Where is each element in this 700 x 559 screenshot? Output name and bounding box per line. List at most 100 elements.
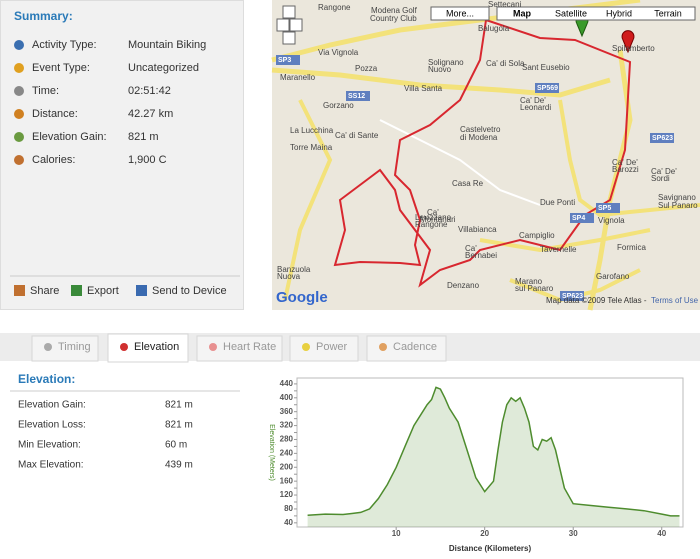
icon: [14, 155, 24, 165]
action-button[interactable]: Share: [30, 285, 59, 297]
elevation-value: 821 m: [165, 400, 193, 411]
map-label: Nuovo: [428, 65, 452, 74]
y-tick-label: 120: [280, 490, 294, 499]
tab[interactable]: [289, 335, 359, 362]
map-label: Bernabei: [465, 251, 497, 260]
summary-label: Time:: [32, 85, 59, 97]
map-label: Due Ponti: [540, 198, 575, 207]
y-axis-label: Elevation (Meters): [268, 424, 275, 481]
map-label: Barozzi: [612, 165, 639, 174]
map-label: Villa Santa: [404, 84, 443, 93]
y-tick-label: 280: [280, 435, 294, 444]
y-tick-label: 80: [284, 504, 293, 513]
map-label: Ca' di Sante: [335, 131, 379, 140]
map-type[interactable]: Map: [513, 8, 532, 18]
elevation-value: 439 m: [165, 460, 193, 471]
action-button[interactable]: Send to Device: [152, 285, 227, 297]
tab-label[interactable]: Cadence: [393, 341, 437, 353]
map-label: Casa Re: [452, 179, 484, 188]
y-tick-label: 440: [280, 379, 294, 388]
tab-label[interactable]: Timing: [58, 341, 91, 353]
road-shield: [596, 203, 620, 213]
y-tick-label: 400: [280, 393, 294, 402]
map-label: Torre Maina: [290, 143, 333, 152]
icon: [14, 40, 24, 50]
road-shield-label: SP4: [572, 215, 585, 222]
tab-label[interactable]: Heart Rate: [223, 341, 276, 353]
action-button[interactable]: Export: [87, 285, 119, 297]
map-more[interactable]: More...: [446, 8, 474, 18]
plot-area: [296, 377, 684, 528]
elevation-label: Elevation Gain:: [18, 400, 86, 411]
map-label: Castelvetro: [460, 125, 501, 134]
y-tick-label: 320: [280, 421, 294, 430]
map-terms[interactable]: Terms of Use: [651, 296, 699, 305]
map-type[interactable]: Hybrid: [606, 8, 632, 18]
map-label: Ca' di Sola: [486, 59, 525, 68]
icon: [14, 63, 24, 73]
map-label: Sordi: [651, 174, 670, 183]
y-tick-label: 240: [280, 448, 294, 457]
elevation-line: [307, 386, 680, 517]
road-shield: [570, 213, 594, 223]
elevation-label: Max Elevation:: [18, 460, 84, 471]
map-logo: Google: [276, 289, 328, 306]
summary-title: Summary:: [14, 9, 73, 23]
map-label: Campiglio: [519, 231, 555, 240]
elevation-area: [307, 387, 680, 527]
map-label: Spilamberto: [612, 44, 655, 53]
map-label: Leonardi: [520, 103, 551, 112]
map-label: La Lucchina: [290, 126, 334, 135]
map-label: Gorzano: [323, 101, 354, 110]
tab[interactable]: [31, 335, 99, 362]
map-type[interactable]: Satellite: [555, 8, 587, 18]
map-label: Settecani: [488, 0, 522, 9]
road-shield: [276, 55, 300, 65]
road-shield-label: SP623: [652, 135, 673, 142]
summary-label: Distance:: [32, 108, 78, 120]
icon: [14, 132, 24, 142]
road-shield-label: SP5: [598, 205, 611, 212]
summary-panel: [0, 0, 244, 310]
road-shield-label: SP623: [562, 293, 583, 300]
map-roads: [271, 0, 700, 311]
map-type[interactable]: Terrain: [654, 8, 682, 18]
map-label: Modena Golf: [371, 6, 418, 15]
map-label: Sul Panaro: [658, 201, 698, 210]
summary-label: Activity Type:: [32, 39, 97, 51]
map-label: Country Club: [370, 14, 417, 23]
y-tick-label: 200: [280, 462, 294, 471]
tab-label[interactable]: Power: [316, 341, 348, 353]
map-label: Villabianca: [458, 225, 497, 234]
map-label: Marano: [515, 277, 543, 286]
elevation-label: Min Elevation:: [18, 440, 81, 451]
summary-value: 821 m: [128, 131, 159, 143]
map-label: Via Vignola: [318, 48, 359, 57]
elevation-title: Elevation:: [18, 372, 75, 386]
tab-icon: [120, 343, 128, 351]
map-label: Ca': [465, 244, 477, 253]
map-label: Levizzano: [415, 213, 452, 222]
tab-icon: [379, 343, 387, 351]
summary-label: Calories:: [32, 154, 75, 166]
summary-value: Uncategorized: [128, 62, 199, 74]
map-label: Montanari: [420, 215, 456, 224]
road-shield-label: SS12: [348, 93, 365, 100]
map-label: Savignano: [658, 193, 696, 202]
elevation-value: 821 m: [165, 420, 193, 431]
map-label: Rangone: [415, 220, 448, 229]
map-label: Balugola: [478, 24, 510, 33]
tab[interactable]: [366, 335, 447, 362]
summary-label: Event Type:: [32, 62, 90, 74]
map-label: Pozza: [355, 64, 378, 73]
road-shield: [650, 133, 674, 143]
icon: [14, 86, 24, 96]
map-label: Garofano: [596, 272, 630, 281]
map-label: Ca' De': [651, 167, 677, 176]
action-icon: [14, 285, 25, 296]
road-shield-label: SP3: [278, 57, 291, 64]
tab-label[interactable]: Elevation: [134, 341, 179, 353]
y-tick-label: 160: [280, 476, 294, 485]
road-shield: [535, 83, 559, 93]
